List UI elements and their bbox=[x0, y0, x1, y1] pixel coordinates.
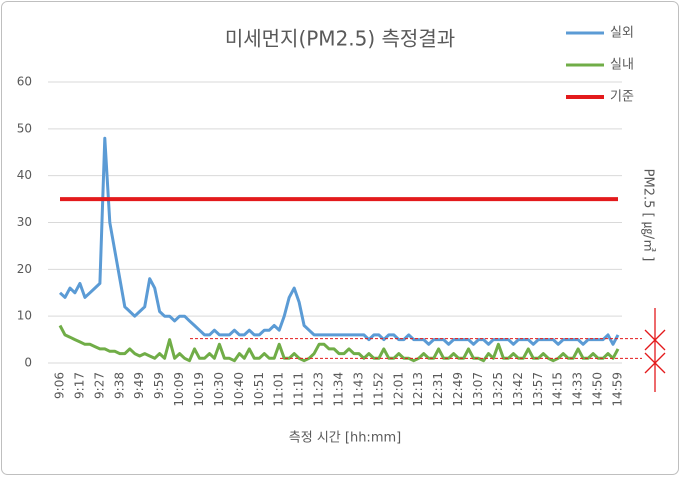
x-tick-label: 14:59 bbox=[611, 372, 625, 407]
x-tick-label: 11:34 bbox=[332, 372, 346, 407]
x-tick-label: 12:31 bbox=[431, 372, 445, 407]
y-tick-label: 20 bbox=[17, 262, 32, 276]
x-tick-label: 9:38 bbox=[112, 372, 126, 399]
x-tick-label: 11:52 bbox=[371, 372, 385, 407]
x-tick-label: 11:43 bbox=[351, 372, 365, 407]
x-axis-label: 측정 시간 [hh:mm] bbox=[289, 431, 401, 446]
x-tick-label: 13:57 bbox=[531, 372, 545, 407]
legend-label: 실내 bbox=[610, 58, 634, 73]
x-tick-label: 10:19 bbox=[192, 372, 206, 407]
x-tick-label: 14:50 bbox=[591, 372, 605, 407]
x-tick-label: 10:51 bbox=[252, 372, 266, 407]
series-line bbox=[58, 324, 620, 363]
x-tick-label: 12:01 bbox=[391, 372, 405, 407]
y-tick-label: 60 bbox=[17, 75, 32, 89]
chart-title: 미세먼지(PM2.5) 측정결과 bbox=[225, 27, 455, 51]
series-line bbox=[58, 136, 620, 346]
legend-label: 실외 bbox=[610, 26, 634, 41]
x-tick-label: 14:15 bbox=[551, 372, 565, 407]
x-tick-label: 13:07 bbox=[471, 372, 485, 407]
x-tick-label: 11:23 bbox=[312, 372, 326, 407]
x-tick-label: 9:17 bbox=[72, 372, 86, 399]
x-tick-label: 11:11 bbox=[292, 372, 306, 407]
x-tick-label: 11:01 bbox=[272, 372, 286, 407]
x-tick-label: 10:40 bbox=[232, 372, 246, 407]
x-tick-label: 9:27 bbox=[92, 372, 106, 399]
y-tick-label: 40 bbox=[17, 168, 32, 182]
y-tick-label: 50 bbox=[17, 121, 32, 135]
y-tick-label: 10 bbox=[17, 309, 32, 323]
x-tick-label: 9:06 bbox=[53, 372, 67, 399]
x-tick-label: 9:59 bbox=[152, 372, 166, 399]
x-tick-label: 13:42 bbox=[511, 372, 525, 407]
arrow-annotation bbox=[644, 308, 666, 392]
x-tick-label: 12:49 bbox=[451, 372, 465, 407]
x-tick-label: 13:25 bbox=[491, 372, 505, 407]
x-tick-label: 10:09 bbox=[172, 372, 186, 407]
legend-label: 기준 bbox=[610, 90, 634, 105]
y-tick-label: 30 bbox=[17, 215, 32, 229]
x-tick-label: 10:30 bbox=[212, 372, 226, 407]
y-axis-label: PM2.5 [ ㎍/㎥ ] bbox=[641, 169, 656, 262]
y-tick-label: 0 bbox=[24, 356, 32, 370]
x-tick-label: 9:49 bbox=[132, 372, 146, 399]
x-tick-label: 14:33 bbox=[571, 372, 585, 407]
x-tick-label: 12:13 bbox=[411, 372, 425, 407]
